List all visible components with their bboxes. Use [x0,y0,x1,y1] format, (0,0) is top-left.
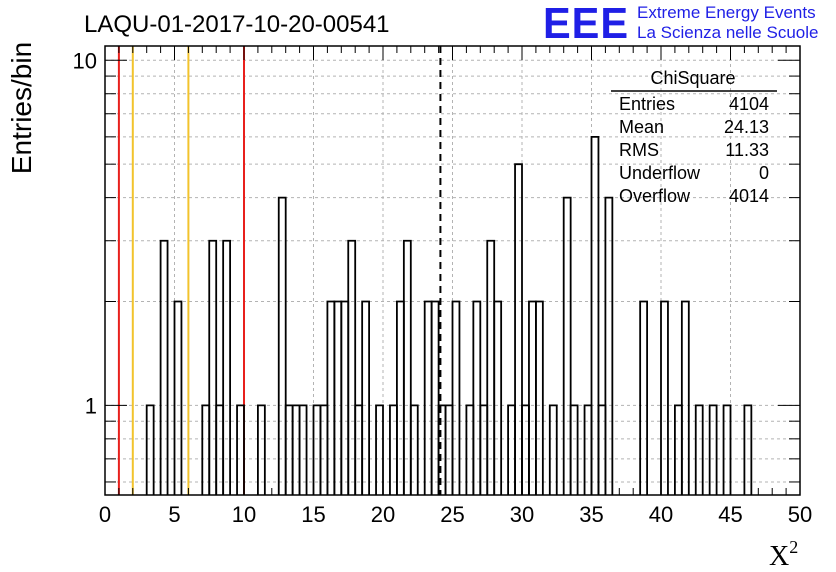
histogram-bin [173,300,183,495]
x-axis-label: X2 [769,537,798,572]
histogram-bins [145,135,753,495]
histogram-bin [535,300,544,495]
x-tick-label: 50 [788,502,812,527]
eee-logo-mark: EEE [543,0,629,48]
x-axis-label-main: X [769,541,789,572]
stats-row-value: 4104 [729,94,769,114]
x-tick-label: 15 [301,502,325,527]
histogram-bin [639,300,648,495]
stats-box: ChiSquare Entries 4104 Mean 24.13 RMS 11.33 Un… [611,68,777,206]
histogram-bin [236,404,245,495]
stats-row-label: Underflow [619,163,701,183]
histogram-bin [514,163,523,495]
axis-ticks: 0 5 10 15 20 25 30 35 40 45 50 1 10 [73,46,812,527]
logo-line-2: La Scienza nelle Scuole [637,23,818,42]
x-tick-label: 10 [232,502,256,527]
histogram-bin [257,404,266,495]
eee-logo: EEE Extreme Energy Events La Scienza nel… [543,0,818,48]
histogram-bin [208,239,218,495]
histogram-bin [340,300,350,495]
stats-row-label: Overflow [619,186,691,206]
x-tick-label: 25 [440,502,464,527]
stats-row-value: 0 [759,163,769,183]
histogram-bin [375,404,384,495]
histogram-bin [145,404,155,495]
stats-row-label: Entries [619,94,675,114]
x-tick-label: 5 [168,502,180,527]
histogram-bin [159,239,169,495]
histogram-bin [680,300,690,495]
histogram-bin [708,404,718,495]
stats-row-label: Mean [619,117,664,137]
histogram-bin [451,300,461,495]
histogram-bin [222,239,231,495]
histogram-bin [562,196,572,495]
stats-title: ChiSquare [650,68,735,88]
x-tick-label: 0 [99,502,111,527]
x-tick-label: 20 [371,502,395,527]
histogram-bin [277,196,287,495]
y-axis-label: Entries/bin [6,42,37,174]
stats-row-value: 4014 [729,186,769,206]
histogram-bin [361,300,370,495]
histogram-bin [604,196,614,495]
histogram-bin [569,404,579,495]
y-tick-label: 1 [85,393,97,418]
histogram-bin [694,404,704,495]
histogram-bin [528,300,537,495]
histogram-bin [402,239,412,495]
histogram-bin [548,404,558,495]
histogram-bin [326,300,336,495]
chart-title: LAQU-01-2017-10-20-00541 [84,11,390,38]
histogram-bin [743,404,753,495]
histogram-bin [493,300,503,495]
histogram-bin [298,404,308,495]
x-tick-label: 40 [649,502,673,527]
histogram-bin [472,300,482,495]
histogram-bin [722,404,732,495]
plot-frame [104,45,801,496]
stats-row-label: RMS [619,140,659,160]
x-tick-label: 45 [718,502,742,527]
histogram-bin [430,300,440,495]
histogram-bin [409,404,419,495]
histogram-bin [333,300,343,495]
stats-row-value: 11.33 [725,140,769,160]
histogram-bin [660,300,669,495]
histogram-bin [590,135,600,495]
y-tick-label: 10 [73,48,97,73]
x-tick-label: 30 [510,502,534,527]
histogram-bin [486,239,496,495]
histogram-bin [396,300,405,495]
logo-line-1: Extreme Energy Events [637,3,816,22]
histogram-bin [347,239,357,495]
stats-rows: Entries 4104 Mean 24.13 RMS 11.33 Underflow 0 Ov… [619,94,769,206]
grid-lines [105,46,800,495]
x-axis-label-superscript: 2 [789,537,798,557]
x-tick-label: 35 [579,502,603,527]
stats-row-value: 24.13 [724,117,769,137]
histogram-bin [423,300,433,495]
